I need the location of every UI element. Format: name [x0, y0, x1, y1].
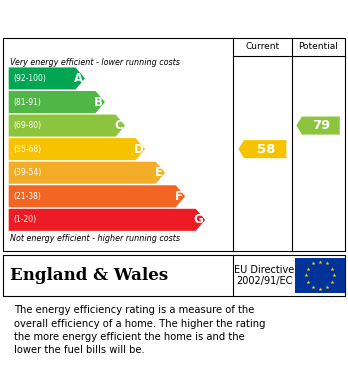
- Polygon shape: [9, 138, 145, 160]
- Text: (55-68): (55-68): [13, 145, 41, 154]
- Polygon shape: [9, 91, 105, 113]
- Polygon shape: [9, 162, 165, 184]
- Text: (39-54): (39-54): [13, 168, 41, 177]
- Text: (21-38): (21-38): [13, 192, 41, 201]
- Text: EU Directive
2002/91/EC: EU Directive 2002/91/EC: [234, 265, 294, 286]
- Text: B: B: [94, 95, 103, 109]
- Text: Potential: Potential: [298, 42, 338, 51]
- Text: C: C: [114, 119, 123, 132]
- Text: (69-80): (69-80): [13, 121, 41, 130]
- Text: (1-20): (1-20): [13, 215, 36, 224]
- Text: 58: 58: [257, 143, 275, 156]
- Polygon shape: [238, 140, 286, 158]
- Bar: [295, 258, 345, 292]
- Polygon shape: [296, 117, 340, 135]
- Text: (81-91): (81-91): [13, 97, 41, 106]
- Polygon shape: [9, 185, 185, 207]
- Polygon shape: [9, 115, 125, 136]
- Text: D: D: [134, 143, 143, 156]
- Text: Current: Current: [245, 42, 279, 51]
- Text: Not energy efficient - higher running costs: Not energy efficient - higher running co…: [10, 234, 181, 243]
- Text: (92-100): (92-100): [13, 74, 46, 83]
- Text: 79: 79: [313, 119, 331, 132]
- Polygon shape: [9, 67, 85, 90]
- Text: England & Wales: England & Wales: [10, 267, 168, 284]
- Text: E: E: [155, 166, 163, 179]
- Text: Very energy efficient - lower running costs: Very energy efficient - lower running co…: [10, 58, 180, 67]
- Text: F: F: [175, 190, 183, 203]
- Text: Energy Efficiency Rating: Energy Efficiency Rating: [14, 11, 224, 25]
- Polygon shape: [9, 209, 205, 231]
- Text: G: G: [194, 213, 204, 226]
- Text: A: A: [74, 72, 83, 85]
- Text: The energy efficiency rating is a measure of the
overall efficiency of a home. T: The energy efficiency rating is a measur…: [14, 305, 266, 355]
